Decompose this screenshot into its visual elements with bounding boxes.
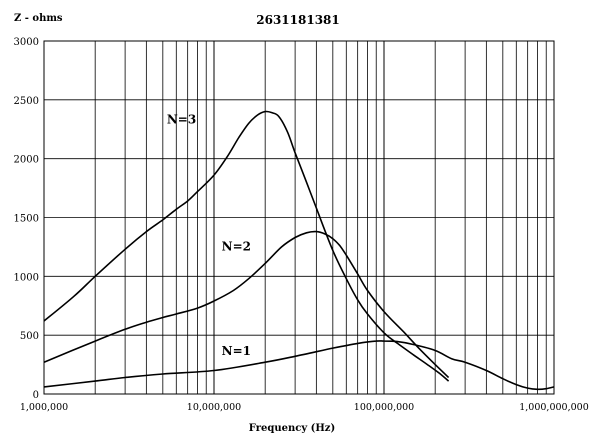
x-tick-label: 1,000,000,000 (519, 402, 589, 413)
y-tick-label: 0 (33, 390, 39, 401)
plot-frame (43, 40, 555, 395)
grid (43, 41, 554, 394)
series-line-n-2 (43, 230, 450, 379)
series-label-n-2: N=2 (222, 239, 251, 253)
series-line-n-1 (43, 340, 555, 391)
x-tick-label: 10,000,000 (187, 402, 241, 413)
x-tick-label: 1,000,000 (20, 402, 68, 413)
series-label-n-1: N=1 (222, 344, 251, 358)
chart-title: 2631181381 (256, 13, 340, 27)
series-label-n-3: N=3 (167, 112, 196, 126)
x-tick-label: 100,000,000 (354, 402, 414, 413)
y-tick-label: 1000 (14, 272, 39, 283)
x-axis-label: Frequency (Hz) (249, 423, 335, 434)
y-tick-label: 1500 (14, 214, 39, 225)
y-tick-label: 500 (20, 331, 39, 342)
y-tick-labels: 0 500 1000 1500 2000 2500 3000 (14, 37, 39, 401)
series-line-n-3 (43, 110, 450, 382)
y-axis-label: Z - ohms (14, 13, 63, 24)
y-tick-label: 2500 (14, 96, 39, 107)
y-tick-label: 2000 (14, 155, 39, 166)
x-tick-labels: 1,000,000 10,000,000 100,000,000 1,000,000,… (20, 402, 589, 413)
y-tick-label: 3000 (14, 37, 39, 48)
series-labels: N=3 N=2 N=1 (167, 112, 251, 358)
series-group (43, 110, 555, 391)
